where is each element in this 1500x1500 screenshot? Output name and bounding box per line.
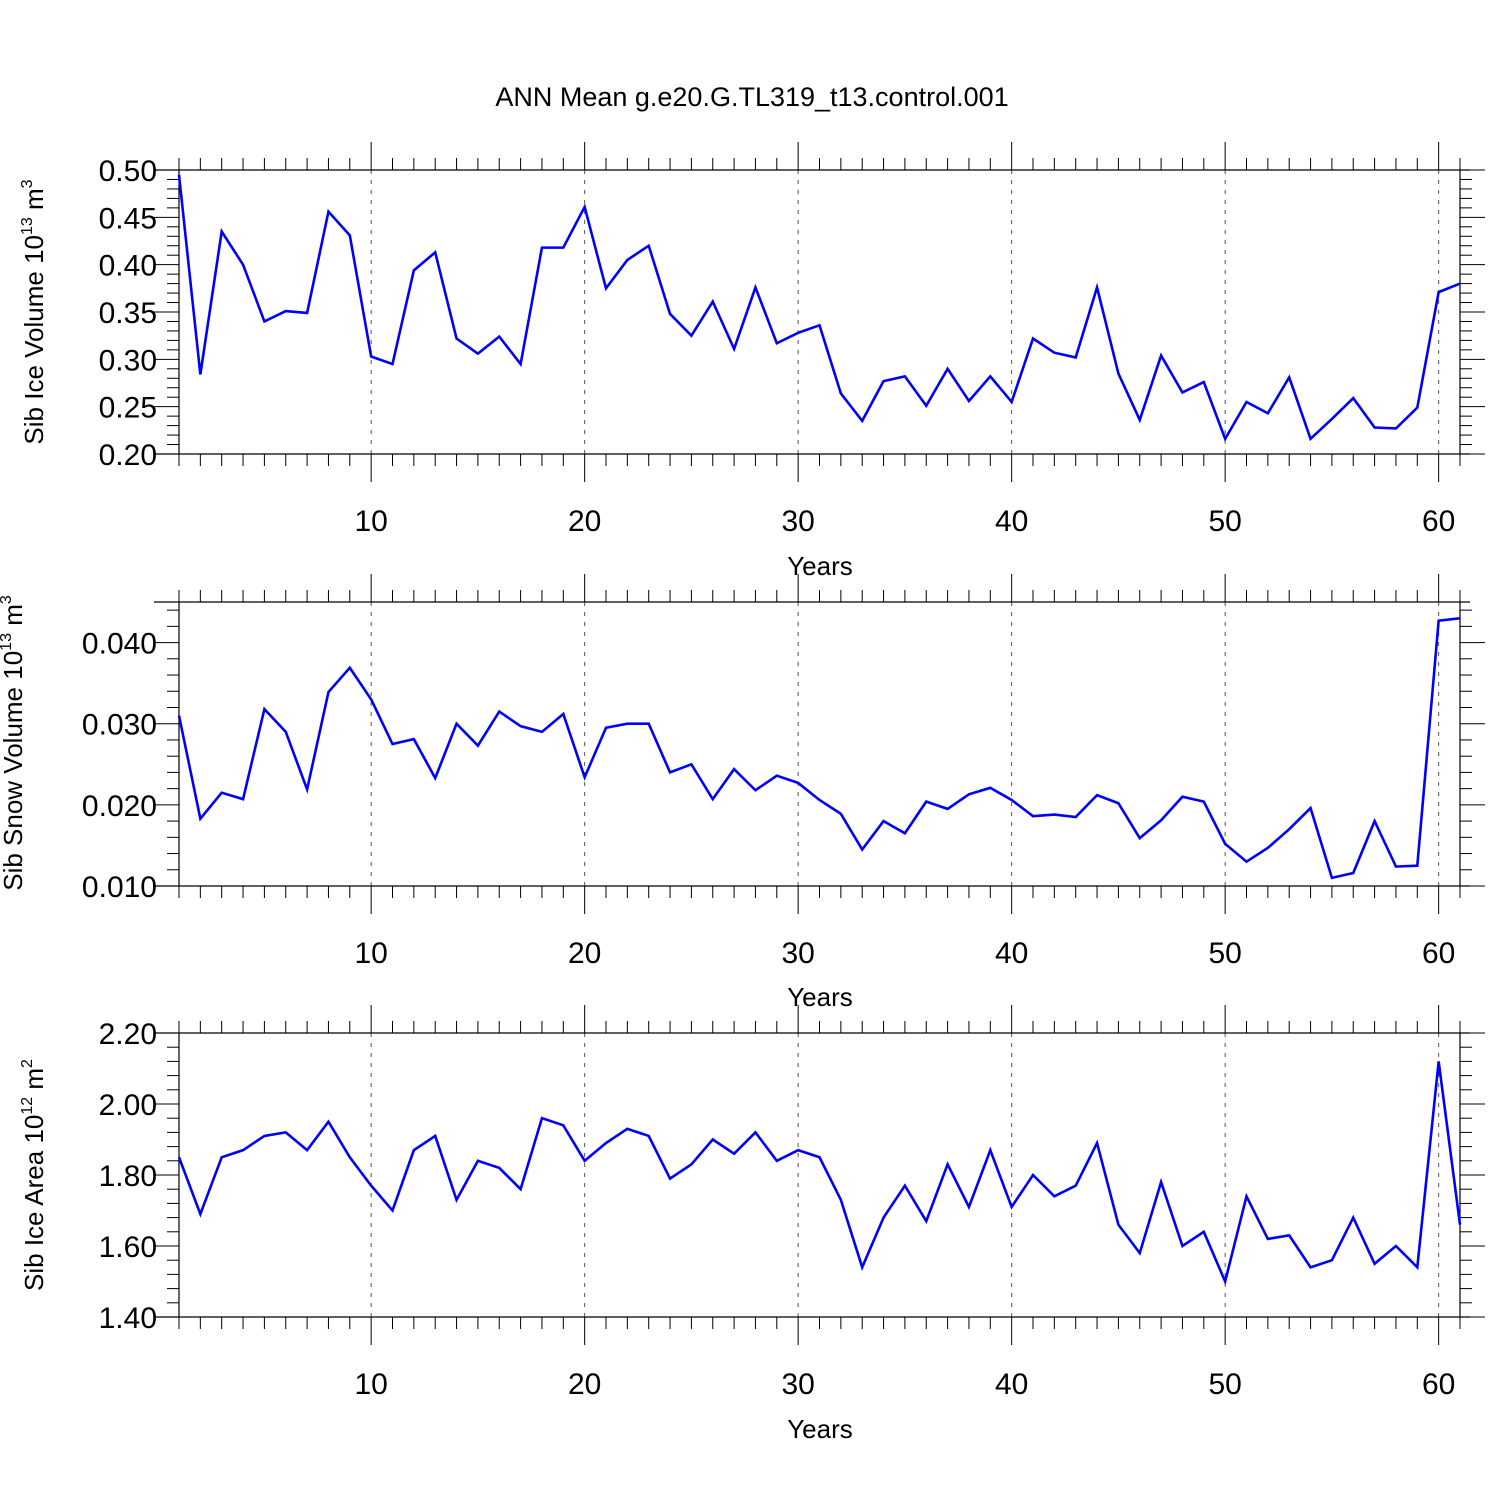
x-tick-label: 30 <box>781 505 814 538</box>
x-tick-label: 10 <box>354 937 387 970</box>
y-axis-title-unit-exponent: 3 <box>0 595 15 604</box>
x-tick-label: 30 <box>781 1368 814 1401</box>
y-axis-title: Sib Ice Area 1012 m2 <box>19 1059 49 1291</box>
x-tick-label: 20 <box>568 505 601 538</box>
y-tick-label: 0.30 <box>99 344 157 377</box>
y-axis-title-main: Sib Ice Volume 10 <box>19 235 49 445</box>
x-tick-label: 60 <box>1422 505 1455 538</box>
x-tick-label: 60 <box>1422 937 1455 970</box>
x-axis-title: Years <box>787 1414 853 1444</box>
x-tick-label: 50 <box>1208 1368 1241 1401</box>
y-axis-title-main: Sib Ice Area 10 <box>19 1115 49 1291</box>
figure-title: ANN Mean g.e20.G.TL319_t13.control.001 <box>495 82 1008 112</box>
y-tick-label: 0.030 <box>82 709 157 742</box>
x-tick-label: 40 <box>995 937 1028 970</box>
x-tick-label: 10 <box>354 1368 387 1401</box>
y-tick-label: 1.40 <box>99 1302 157 1335</box>
x-tick-label: 50 <box>1208 505 1241 538</box>
y-tick-label: 1.80 <box>99 1160 157 1193</box>
y-axis-title: Sib Ice Volume 1013 m3 <box>19 179 49 444</box>
x-tick-label: 40 <box>995 1368 1028 1401</box>
panel-sib-ice-area: Years Sib Ice Area 1012 m2 10 20 30 40 50 60 1… <box>19 1005 1485 1444</box>
x-tick-label: 50 <box>1208 937 1241 970</box>
y-tick-label: 2.00 <box>99 1089 157 1122</box>
y-tick-label: 2.20 <box>99 1018 157 1051</box>
x-tick-label: 30 <box>781 937 814 970</box>
panel-sib-ice-volume: Years Sib Ice Volume 1013 m3 10 20 30 40 50 6… <box>19 142 1485 581</box>
y-axis-title-unit: m <box>19 1068 49 1097</box>
y-tick-label: 0.040 <box>82 628 157 661</box>
series-line <box>177 1061 1462 1286</box>
y-axis-title: Sib Snow Volume 1013 m3 <box>0 595 28 891</box>
x-axis-title: Years <box>787 982 853 1012</box>
series-line <box>177 174 1461 442</box>
y-tick-label: 0.020 <box>82 790 157 823</box>
y-axis-title-exponent: 12 <box>19 1097 36 1115</box>
y-axis-title-main: Sib Snow Volume 10 <box>0 651 28 891</box>
x-tick-label: 20 <box>568 1368 601 1401</box>
x-tick-label: 10 <box>354 505 387 538</box>
y-tick-label: 0.40 <box>99 250 157 283</box>
y-tick-label: 0.50 <box>99 155 157 188</box>
y-tick-label: 0.35 <box>99 297 157 330</box>
y-axis-title-unit: m <box>19 188 49 217</box>
x-tick-label: 60 <box>1422 1368 1455 1401</box>
y-axis-title-exponent: 13 <box>19 217 36 235</box>
y-tick-label: 0.010 <box>82 871 157 904</box>
y-tick-label: 0.25 <box>99 392 157 425</box>
x-tick-label: 20 <box>568 937 601 970</box>
y-tick-label: 0.45 <box>99 202 157 235</box>
panel-sib-snow-volume: Years Sib Snow Volume 1013 m3 10 20 30 40 50… <box>0 574 1485 1012</box>
y-tick-label: 1.60 <box>99 1231 157 1264</box>
y-axis-title-unit-exponent: 2 <box>19 1059 36 1068</box>
series-line <box>177 616 1461 880</box>
y-axis-title-unit-exponent: 3 <box>19 179 36 188</box>
y-tick-label: 0.20 <box>99 439 157 472</box>
y-axis-title-unit: m <box>0 604 28 633</box>
x-tick-label: 40 <box>995 505 1028 538</box>
y-axis-title-exponent: 13 <box>0 633 15 651</box>
x-axis-title: Years <box>787 551 853 581</box>
